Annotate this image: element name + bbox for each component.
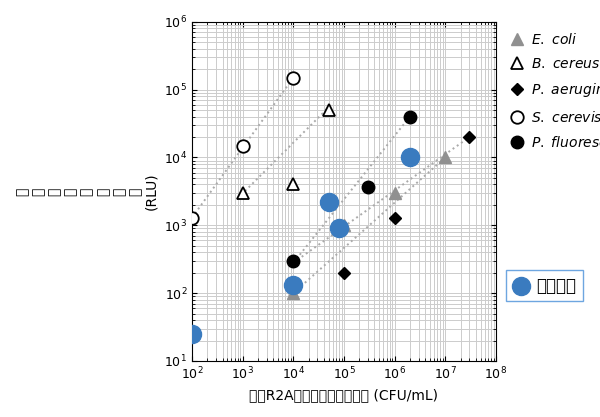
Legend: 实际样品: 实际样品 xyxy=(506,269,583,301)
X-axis label: 使用R2A培养基检测的细菌数 (CFU/mL): 使用R2A培养基检测的细菌数 (CFU/mL) xyxy=(250,388,439,402)
Y-axis label: 使
用
本
试
剂
盒
检
测
(RLU): 使 用 本 试 剂 盒 检 测 (RLU) xyxy=(15,173,158,210)
